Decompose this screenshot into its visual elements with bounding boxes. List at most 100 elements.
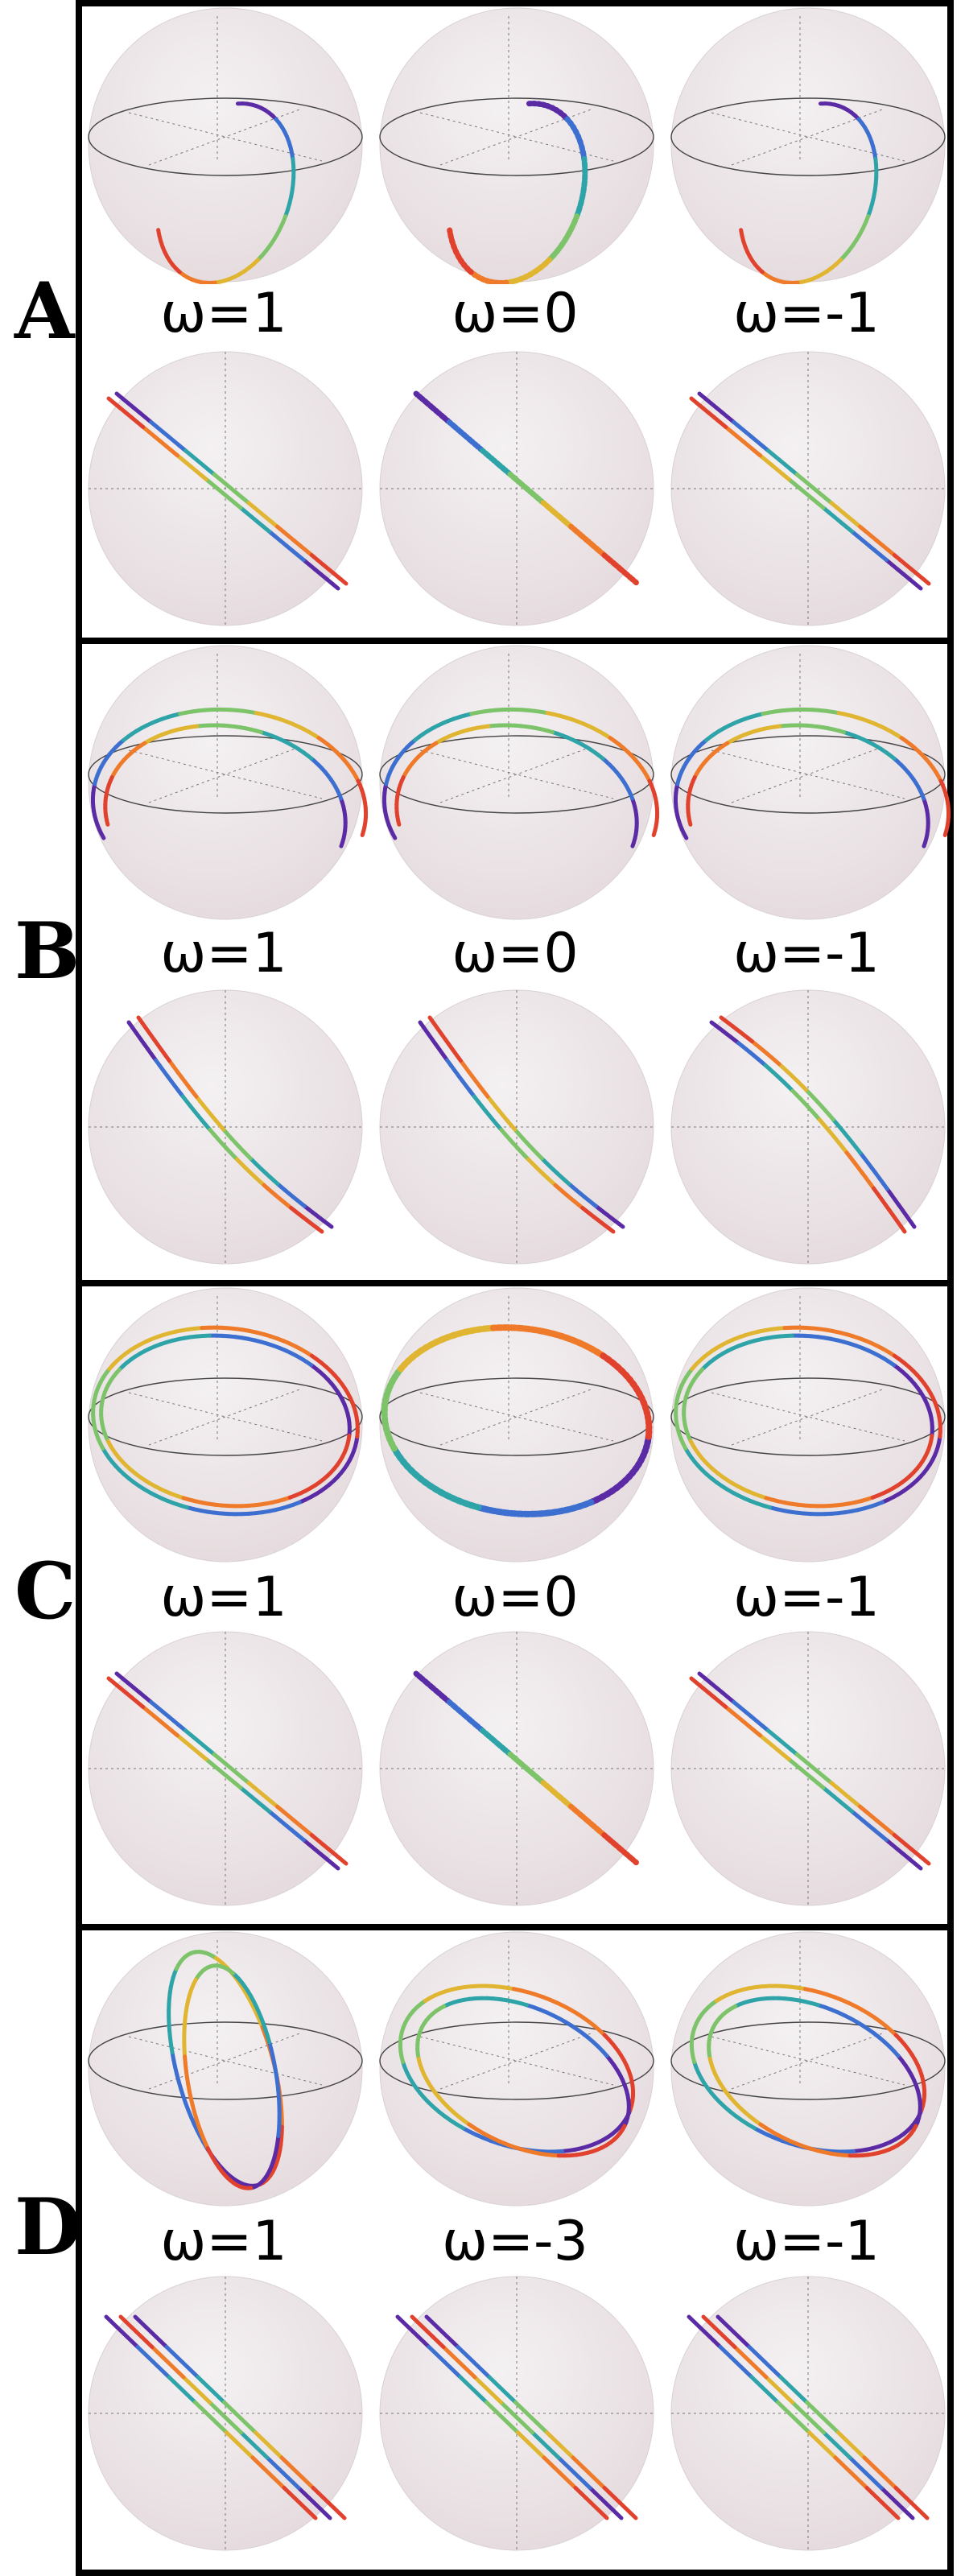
trajectory-line-return xyxy=(689,396,923,591)
equator-ellipse xyxy=(88,97,363,176)
trajectory-curve-return xyxy=(686,723,930,848)
trajectory-line-return xyxy=(136,1015,334,1229)
trajectory-ring-inner xyxy=(682,1333,934,1509)
bloch-sphere-d-2d-3 xyxy=(670,2276,946,2551)
trajectory-ring xyxy=(91,1325,360,1517)
trajectory-curve xyxy=(90,707,369,840)
equator-ellipse xyxy=(379,2021,654,2100)
omega-label-a-1: ω=1 xyxy=(160,282,287,345)
equator-ellipse xyxy=(670,97,946,176)
bloch-sphere-d-3d-1 xyxy=(88,1931,363,2207)
panel-letter-a: A xyxy=(14,266,75,357)
axes xyxy=(671,352,945,625)
axes xyxy=(128,1296,323,1446)
trajectory-line xyxy=(697,1671,931,1866)
panel-letter-b: B xyxy=(14,906,80,997)
trajectory-line-0 xyxy=(104,2314,318,2520)
bloch-sphere-b-3d-3 xyxy=(670,645,951,920)
trajectory-ring xyxy=(381,1324,653,1517)
trajectory-curve xyxy=(739,101,879,284)
trajectory-line-return xyxy=(427,1015,625,1229)
trajectory-line-return xyxy=(106,396,340,591)
axes xyxy=(380,352,654,625)
bloch-sphere-a-3d-1 xyxy=(88,7,363,284)
axes xyxy=(711,1296,905,1446)
trajectory-line xyxy=(413,1670,641,1867)
axes xyxy=(380,1632,654,1905)
bloch-sphere-b-2d-3 xyxy=(670,989,946,1265)
sphere-surface xyxy=(379,1931,654,2207)
omega-label-c-3: ω=-1 xyxy=(733,1566,880,1629)
bloch-sphere-a-2d-3 xyxy=(670,351,946,626)
bloch-sphere-d-2d-1 xyxy=(88,2276,363,2551)
sphere-surface xyxy=(670,645,946,920)
axes xyxy=(89,1632,362,1905)
trajectory-line-return xyxy=(106,1676,340,1871)
trajectory-curve xyxy=(156,101,296,284)
omega-label-d-3: ω=-1 xyxy=(733,2210,880,2273)
trajectory-loop-2 xyxy=(707,1996,922,2158)
trajectory-curve xyxy=(447,101,588,284)
trajectory-line xyxy=(126,1020,324,1234)
axes xyxy=(711,1940,905,2090)
trajectory-line xyxy=(709,1020,907,1234)
omega-label-d-1: ω=1 xyxy=(160,2210,287,2273)
omega-label-c-2: ω=0 xyxy=(452,1566,579,1629)
equator-ellipse xyxy=(379,735,654,814)
trajectory-curve xyxy=(673,707,951,840)
axes xyxy=(380,2277,654,2550)
trajectory-line xyxy=(418,1020,616,1234)
equator-ellipse xyxy=(670,1377,946,1456)
trajectory-ring-inner xyxy=(99,1333,352,1509)
bloch-sphere-c-2d-3 xyxy=(670,1631,946,1906)
bloch-sphere-c-3d-2 xyxy=(379,1287,654,1563)
trajectory-line xyxy=(114,1671,348,1866)
bloch-sphere-b-3d-1 xyxy=(88,645,369,920)
sphere-surface xyxy=(379,645,654,920)
trajectory-line-1 xyxy=(410,2314,624,2520)
equator-ellipse xyxy=(88,2021,363,2100)
bloch-sphere-a-2d-1 xyxy=(88,351,363,626)
axes xyxy=(89,352,362,625)
bloch-sphere-b-3d-2 xyxy=(379,645,660,920)
axes xyxy=(671,1632,945,1905)
bloch-sphere-d-3d-3 xyxy=(670,1931,946,2207)
axes xyxy=(419,1940,614,2090)
omega-label-d-2: ω=-3 xyxy=(442,2210,588,2273)
axes xyxy=(380,990,654,1264)
axes xyxy=(419,1296,614,1446)
bloch-sphere-b-2d-1 xyxy=(88,989,363,1265)
equator-ellipse xyxy=(88,1377,363,1456)
trajectory-ring xyxy=(674,1325,942,1517)
trajectory-curve xyxy=(381,707,660,840)
trajectory-line-1 xyxy=(118,2314,332,2520)
panel-letter-c: C xyxy=(14,1546,76,1637)
trajectory-loop-2 xyxy=(415,1996,631,2158)
trajectory-line-2 xyxy=(716,2314,930,2520)
bloch-sphere-a-3d-3 xyxy=(670,7,946,284)
equator-ellipse xyxy=(88,735,363,814)
trajectory-line-2 xyxy=(133,2314,347,2520)
trajectory-line xyxy=(697,391,931,586)
trajectory-loop-1 xyxy=(689,1984,927,2154)
axes xyxy=(671,990,945,1264)
omega-label-b-1: ω=1 xyxy=(160,922,287,985)
trajectory-curve-return xyxy=(394,723,639,848)
sphere-surface xyxy=(670,7,946,283)
trajectory-line-0 xyxy=(687,2314,901,2520)
axes xyxy=(419,654,614,803)
bloch-sphere-c-2d-1 xyxy=(88,1631,363,1906)
axes xyxy=(671,2277,945,2550)
bloch-sphere-c-3d-1 xyxy=(88,1287,363,1563)
axes xyxy=(711,654,905,803)
axes xyxy=(89,2277,362,2550)
trajectory-line xyxy=(413,390,641,587)
omega-label-b-2: ω=0 xyxy=(452,922,579,985)
trajectory-curve-return xyxy=(103,723,348,848)
bloch-sphere-c-2d-2 xyxy=(379,1631,654,1906)
bloch-sphere-c-3d-3 xyxy=(670,1287,946,1563)
equator-ellipse xyxy=(670,735,946,814)
omega-label-a-2: ω=0 xyxy=(452,282,579,345)
omega-label-b-3: ω=-1 xyxy=(733,922,880,985)
axes xyxy=(128,654,323,803)
